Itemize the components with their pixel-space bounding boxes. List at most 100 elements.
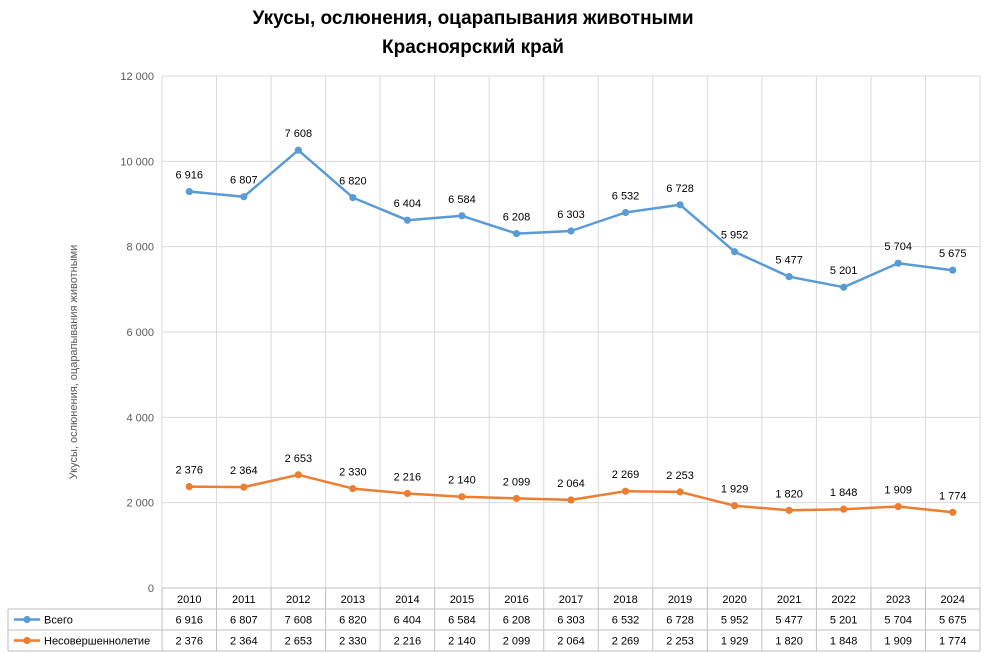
table-cell: 1 848	[830, 636, 858, 648]
data-label: 6 208	[503, 212, 531, 224]
y-tick-label: 12 000	[120, 71, 154, 83]
table-cell: 2 099	[503, 636, 531, 648]
data-point	[676, 488, 684, 496]
table-cell: 5 952	[721, 615, 749, 627]
data-label: 1 774	[939, 490, 967, 502]
table-cell: 1 774	[939, 636, 967, 648]
x-tick-label: 2019	[668, 594, 692, 606]
data-label: 1 909	[884, 485, 912, 497]
data-label: 2 216	[394, 471, 422, 483]
x-tick-label: 2023	[886, 594, 910, 606]
data-label: 2 376	[176, 465, 204, 477]
x-tick-label: 2010	[177, 594, 201, 606]
y-tick-label: 0	[148, 583, 154, 595]
data-label: 5 201	[830, 265, 858, 277]
data-point	[403, 216, 411, 224]
legend-label: Всего	[44, 615, 73, 627]
data-label: 2 099	[503, 476, 531, 488]
data-point	[785, 506, 793, 514]
data-label: 6 807	[230, 175, 258, 187]
table-cell: 1 929	[721, 636, 749, 648]
data-point	[458, 212, 466, 220]
data-point	[403, 489, 411, 498]
x-tick-label: 2012	[286, 594, 310, 606]
data-point	[731, 502, 739, 510]
data-label: 5 952	[721, 230, 749, 242]
data-point	[294, 146, 302, 154]
data-point	[894, 259, 902, 267]
data-label: 2 064	[557, 478, 585, 490]
data-point	[840, 283, 848, 291]
table-cell: 6 532	[612, 615, 640, 627]
x-tick-label: 2021	[777, 594, 801, 606]
data-label: 5 704	[884, 241, 912, 253]
x-tick-label: 2024	[940, 594, 964, 606]
data-point	[949, 508, 957, 516]
data-point	[676, 201, 684, 209]
table-cell: 2 376	[176, 636, 204, 648]
chart-subtitle: Красноярский край	[382, 37, 564, 58]
table-cell: 5 201	[830, 615, 858, 627]
y-tick-label: 4 000	[126, 412, 154, 424]
series-group: 6 916 6 807 7 608 6 820 6 404 6 584 6 208 6 303…	[176, 128, 967, 516]
x-tick-label: 2016	[504, 594, 528, 606]
table-cell: 6 584	[448, 615, 476, 627]
y-tick-label: 6 000	[126, 327, 154, 339]
data-point	[894, 502, 902, 511]
gridlines	[161, 75, 981, 589]
data-label: 2 269	[612, 469, 640, 481]
data-point	[731, 248, 739, 256]
data-point	[349, 484, 357, 493]
x-tick-label: 2015	[450, 594, 474, 606]
table-cell: 2 140	[448, 636, 476, 648]
data-label: 2 330	[339, 467, 367, 479]
legend-label: Несовершеннолетие	[44, 636, 150, 648]
table-cell: 6 916	[176, 615, 204, 627]
table-cell: 5 477	[775, 615, 803, 627]
table-cell: 2 653	[285, 636, 313, 648]
chart-title: Укусы, ослюнения, оцарапывания животными	[252, 8, 693, 29]
table-cell: 2 064	[557, 636, 585, 648]
y-tick-label: 8 000	[126, 242, 154, 254]
data-label: 6 303	[557, 209, 585, 221]
data-point	[240, 193, 248, 201]
data-label: 2 364	[230, 465, 258, 477]
x-tick-label: 2013	[341, 594, 365, 606]
legend-marker	[23, 615, 31, 624]
table-cell: 2 269	[612, 636, 640, 648]
data-label: 2 253	[666, 470, 694, 482]
data-label: 5 675	[939, 248, 967, 260]
table-cell: 2 253	[666, 636, 694, 648]
table-cell: 5 675	[939, 615, 967, 627]
data-label: 1 820	[775, 488, 803, 500]
y-tick-label: 10 000	[120, 156, 154, 168]
data-point	[185, 483, 193, 491]
x-tick-label: 2018	[613, 594, 637, 606]
data-point	[294, 471, 302, 479]
table-cell: 1 820	[775, 636, 803, 648]
table-cell: 1 909	[884, 636, 912, 648]
data-label: 7 608	[285, 128, 313, 140]
data-point	[349, 194, 357, 202]
data-point	[567, 496, 575, 504]
table-cell: 2 330	[339, 636, 367, 648]
table-cell: 6 728	[666, 615, 694, 627]
data-label: 1 929	[721, 484, 749, 496]
data-label: 6 728	[666, 183, 694, 195]
data-label: 5 477	[775, 255, 803, 267]
data-point	[240, 483, 248, 491]
table-cell: 5 704	[884, 615, 912, 627]
x-tick-label: 2014	[395, 594, 419, 606]
data-label: 6 584	[448, 194, 476, 206]
data-label: 6 916	[176, 170, 204, 182]
data-point	[621, 208, 630, 217]
data-point	[621, 487, 630, 495]
x-tick-label: 2020	[722, 594, 746, 606]
data-point	[512, 494, 521, 503]
data-point	[185, 187, 193, 196]
table-cell: 6 404	[394, 615, 422, 627]
data-label: 6 404	[394, 198, 422, 210]
data-label: 1 848	[830, 487, 858, 499]
table-cell: 2 364	[230, 636, 258, 648]
